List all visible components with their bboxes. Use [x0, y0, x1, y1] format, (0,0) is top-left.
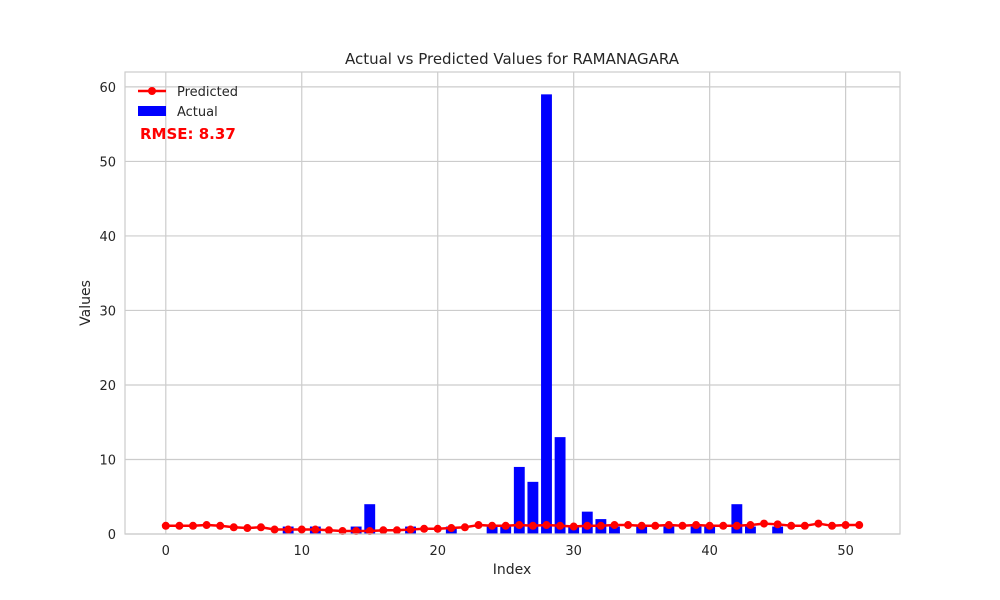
predicted-point	[297, 525, 306, 534]
predicted-point	[188, 521, 197, 530]
actual-bar	[772, 526, 784, 534]
predicted-point	[828, 521, 837, 530]
y-tick-label: 10	[99, 453, 116, 468]
predicted-point	[624, 521, 633, 530]
predicted-point	[447, 524, 456, 533]
chart-title: Actual vs Predicted Values for RAMANAGAR…	[345, 50, 680, 68]
y-tick-label: 60	[99, 81, 116, 96]
predicted-point	[610, 521, 619, 530]
predicted-point	[787, 521, 796, 530]
predicted-point	[569, 522, 578, 531]
y-axis-label: Values	[78, 280, 94, 326]
predicted-point	[406, 525, 415, 534]
actual-bar	[513, 466, 525, 534]
x-axis-label: Index	[493, 562, 532, 578]
predicted-point	[596, 521, 605, 530]
actual-bar	[704, 526, 716, 534]
y-tick-label: 40	[99, 230, 116, 245]
legend-predicted-label: Predicted	[177, 85, 238, 100]
predicted-point	[814, 519, 823, 528]
actual-bar	[541, 94, 552, 535]
predicted-point	[692, 521, 701, 530]
x-tick-labels: 0 10 20 30 40 50	[162, 544, 854, 559]
x-tick-label: 30	[565, 544, 582, 559]
predicted-point	[583, 521, 592, 530]
predicted-point	[651, 521, 660, 530]
x-tick-label: 50	[837, 544, 854, 559]
x-tick-label: 10	[293, 544, 310, 559]
actual-bar	[500, 526, 512, 534]
y-tick-labels: 0 10 20 30 40 50 60	[99, 81, 116, 543]
plot-frame	[124, 71, 901, 535]
predicted-point	[760, 519, 769, 528]
legend-actual-swatch	[138, 106, 166, 116]
predicted-point	[256, 523, 265, 532]
predicted-point	[324, 526, 333, 535]
actual-bar	[609, 526, 620, 534]
predicted-point	[229, 523, 238, 532]
actual-bar	[636, 526, 648, 534]
actual-bar	[731, 504, 743, 534]
predicted-point	[460, 523, 469, 532]
y-tick-label: 50	[99, 155, 116, 170]
predicted-point	[732, 521, 741, 530]
predicted-point	[746, 521, 755, 530]
predicted-point	[379, 526, 388, 535]
predicted-point	[392, 526, 401, 535]
predicted-point	[175, 521, 184, 530]
predicted-point	[488, 521, 497, 530]
predicted-point	[420, 524, 429, 533]
predicted-point	[216, 521, 225, 530]
x-tick-label: 20	[429, 544, 446, 559]
predicted-point	[773, 520, 782, 529]
actual-bar	[527, 481, 539, 534]
predicted-point	[841, 521, 850, 530]
predicted-point	[556, 521, 565, 530]
predicted-point	[705, 521, 714, 530]
predicted-point	[202, 521, 211, 530]
predicted-point	[352, 527, 361, 536]
predicted-point	[433, 524, 442, 533]
predicted-point	[678, 521, 687, 530]
predicted-point	[501, 521, 510, 530]
predicted-point	[161, 521, 170, 530]
predicted-point	[664, 521, 673, 530]
predicted-point	[515, 521, 524, 530]
predicted-point	[542, 521, 551, 530]
predicted-point	[365, 527, 374, 536]
actual-bar	[745, 526, 756, 534]
legend-actual-label: Actual	[177, 105, 218, 120]
y-tick-label: 30	[99, 304, 116, 319]
predicted-point	[528, 521, 537, 530]
predicted-point	[474, 521, 483, 530]
actual-bar	[364, 504, 376, 534]
x-tick-label: 40	[701, 544, 718, 559]
predicted-point	[284, 525, 293, 534]
actual-bar	[690, 526, 702, 534]
predicted-point	[719, 521, 728, 530]
y-tick-label: 0	[108, 528, 116, 543]
predicted-point	[338, 527, 347, 536]
predicted-line	[165, 522, 860, 533]
predicted-point	[270, 525, 279, 534]
actual-bar	[663, 526, 675, 534]
y-tick-label: 20	[99, 379, 116, 394]
rmse-annotation: RMSE: 8.37	[140, 125, 236, 143]
legend: Predicted Actual	[138, 85, 238, 120]
predicted-point	[637, 521, 646, 530]
x-tick-label: 0	[162, 544, 170, 559]
predicted-point	[243, 524, 252, 533]
predicted-line-group	[161, 519, 864, 536]
predicted-point	[800, 521, 809, 530]
actual-bar	[554, 437, 566, 534]
actual-bar	[486, 526, 498, 534]
legend-predicted-marker-swatch	[148, 87, 156, 95]
predicted-point	[855, 521, 864, 530]
predicted-point	[311, 525, 320, 534]
